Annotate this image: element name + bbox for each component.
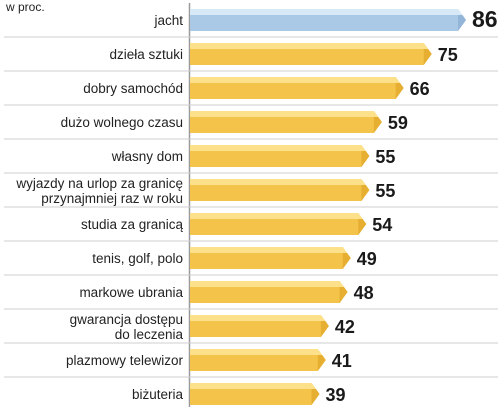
value-label: 42 [335, 317, 355, 337]
bar-highlight [190, 247, 348, 253]
bar [190, 349, 326, 371]
category-label: plazmowy telewizor [66, 353, 184, 368]
category-label: studia za granicą [81, 217, 184, 232]
bar [190, 145, 370, 167]
bar [190, 43, 432, 65]
bar-cap [361, 150, 370, 167]
bar-cap [342, 252, 351, 269]
bar [190, 315, 329, 337]
category-label: markowe ubrania [79, 285, 183, 300]
category-label: biżuteria [132, 387, 184, 402]
value-label: 55 [375, 181, 395, 201]
bar-cap [311, 388, 320, 405]
category-label: gwarancja dostępu do leczenia [70, 312, 184, 342]
value-label: 75 [438, 45, 458, 65]
bar-highlight [190, 315, 326, 321]
bar [190, 281, 348, 303]
value-label: 39 [326, 385, 346, 405]
bar [190, 111, 382, 133]
bar-highlight [190, 77, 401, 83]
bar [190, 9, 466, 31]
unit-label: w proc. [6, 0, 45, 14]
bar [190, 383, 320, 405]
bar-cap [373, 116, 382, 133]
value-label: 86 [472, 6, 498, 32]
bar [190, 179, 370, 201]
bar-cap [317, 354, 326, 371]
category-label: tenis, golf, polo [92, 251, 183, 266]
value-label: 55 [375, 147, 395, 167]
bar-highlight [190, 179, 366, 185]
value-label: 41 [332, 351, 352, 371]
bar-cap [458, 14, 466, 31]
category-label: jacht [153, 13, 183, 28]
bar-cap [358, 218, 367, 235]
value-label: 54 [372, 215, 392, 235]
bar [190, 247, 351, 269]
bar-highlight [190, 383, 316, 389]
category-label: własny dom [111, 149, 183, 164]
bar-cap [320, 320, 329, 337]
bar [190, 213, 367, 235]
bar-cap [423, 48, 432, 65]
category-label: dzieła sztuki [109, 47, 183, 62]
bar-highlight [190, 281, 344, 287]
value-label: 48 [354, 283, 374, 303]
category-label: wyjazdy na urlop za granicę przynajmniej … [15, 176, 183, 206]
bar-highlight [190, 349, 323, 355]
bar-highlight [190, 9, 463, 15]
bar-highlight [190, 145, 366, 151]
category-label: dobry samochód [83, 81, 183, 96]
bar-highlight [190, 43, 429, 49]
category-label: dużo wolnego czasu [61, 115, 183, 130]
bar [190, 77, 404, 99]
bar-cap [361, 184, 370, 201]
bar-highlight [190, 111, 379, 117]
value-label: 49 [357, 249, 377, 269]
bar-cap [395, 82, 404, 99]
bar-highlight [190, 213, 363, 219]
value-label: 59 [388, 113, 408, 133]
value-label: 66 [410, 79, 430, 99]
bar-cap [339, 286, 348, 303]
